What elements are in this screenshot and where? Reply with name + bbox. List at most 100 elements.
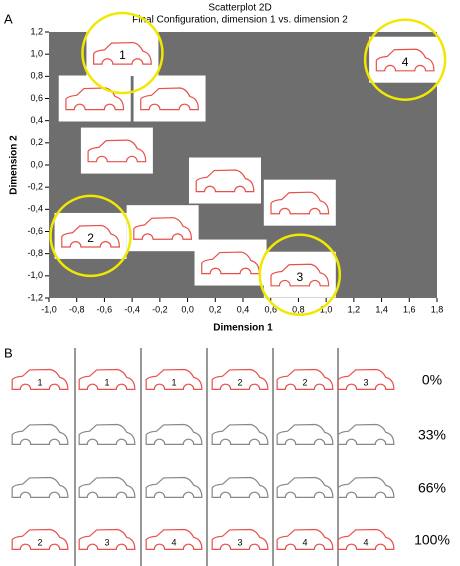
car-point <box>126 205 199 252</box>
car-number: 2 <box>302 377 307 387</box>
y-tick-label: -0,2 <box>27 182 43 192</box>
chart-subtitle: Final Configuration, dimension 1 vs. dim… <box>132 15 348 26</box>
y-tick-label: 1,0 <box>30 49 43 59</box>
x-tick-label: 1,0 <box>320 304 333 314</box>
highlight-circle <box>363 18 447 101</box>
x-tick-label: 0,4 <box>237 304 250 314</box>
car-outline <box>270 191 330 215</box>
car-outline <box>78 423 136 445</box>
car-point: 1 <box>86 30 159 77</box>
car-outline <box>211 423 269 445</box>
car-outline <box>211 368 269 390</box>
car-point <box>188 157 261 204</box>
car-outline <box>195 169 255 193</box>
point-label: 1 <box>119 48 126 62</box>
x-tick-label: -0,6 <box>97 304 113 314</box>
point-label: 4 <box>402 55 409 69</box>
car-number: 3 <box>104 537 109 547</box>
car-outline <box>93 41 152 65</box>
car-outline <box>145 528 203 550</box>
x-tick-label: 1,8 <box>431 304 444 314</box>
y-tick-label: -0,4 <box>27 204 43 214</box>
chart-title: Scatterplot 2D <box>208 3 271 14</box>
car-outline <box>375 48 435 72</box>
car-point <box>263 179 336 226</box>
car-number: 2 <box>237 377 242 387</box>
car-outline <box>270 263 330 287</box>
car-outline <box>11 528 69 550</box>
y-tick-label: 0,2 <box>30 137 43 147</box>
car-outline <box>61 224 120 248</box>
row-label: 33% <box>418 427 446 443</box>
car-outline <box>145 423 203 445</box>
car-outline <box>87 139 147 163</box>
x-tick-label: 0,6 <box>264 304 277 314</box>
row-label: 66% <box>418 480 446 496</box>
y-tick-label: 1,2 <box>30 26 43 36</box>
car-outline <box>276 423 334 445</box>
car-outline <box>337 368 395 390</box>
car-outline <box>11 476 69 498</box>
y-tick-label: 0,4 <box>30 115 43 125</box>
car-point <box>194 239 267 286</box>
car-point <box>133 75 206 122</box>
y-tick-label: 0,6 <box>30 93 43 103</box>
x-tick-label: 1,4 <box>375 304 388 314</box>
point-label: 3 <box>296 270 303 284</box>
car-number: 4 <box>363 537 368 547</box>
car-outline <box>145 476 203 498</box>
car-outline <box>337 476 395 498</box>
car-number: 4 <box>171 537 176 547</box>
panel-label: A <box>4 11 13 26</box>
y-tick-label: 0,8 <box>30 71 43 81</box>
y-tick-label: -1,0 <box>27 270 43 280</box>
highlight-circle <box>49 194 132 278</box>
car-outline <box>78 368 136 390</box>
car-number: 1 <box>37 377 42 387</box>
row-label: 0% <box>422 372 442 388</box>
car-outline <box>276 528 334 550</box>
car-outline <box>78 476 136 498</box>
car-number: 1 <box>104 377 109 387</box>
car-outline <box>11 423 69 445</box>
x-tick-label: 1,2 <box>348 304 361 314</box>
x-tick-label: -0,8 <box>69 304 85 314</box>
car-number: 2 <box>37 537 42 547</box>
car-outline <box>276 368 334 390</box>
y-tick-label: -0,6 <box>27 226 43 236</box>
car-outline <box>65 87 125 111</box>
car-point: 2 <box>54 212 127 259</box>
highlight-circle <box>258 233 342 316</box>
car-outline <box>337 423 395 445</box>
x-tick-label: 0,2 <box>209 304 222 314</box>
car-outline <box>140 87 199 111</box>
y-tick-label: -0,8 <box>27 248 43 258</box>
y-axis-label: Dimension 2 <box>9 135 20 195</box>
car-outline <box>11 368 69 390</box>
x-tick-label: 0,8 <box>292 304 305 314</box>
x-tick-label: -0,4 <box>124 304 140 314</box>
y-tick-label: 0,0 <box>30 159 43 169</box>
car-point <box>80 127 153 174</box>
x-tick-label: -1,0 <box>41 304 57 314</box>
car-point: 3 <box>263 251 336 298</box>
car-point: 4 <box>369 36 442 83</box>
x-axis-label: Dimension 1 <box>213 323 273 334</box>
car-outline <box>201 251 260 275</box>
car-number: 1 <box>171 377 176 387</box>
panel-label: B <box>4 345 13 360</box>
car-outline <box>133 217 193 240</box>
car-outline <box>211 476 269 498</box>
car-outline <box>145 368 203 390</box>
highlight-circle <box>81 11 164 95</box>
car-outline <box>337 528 395 550</box>
x-tick-label: 0,0 <box>181 304 194 314</box>
point-label: 2 <box>87 231 94 245</box>
car-number: 3 <box>363 377 368 387</box>
car-number: 3 <box>237 537 242 547</box>
x-tick-label: 1,6 <box>403 304 416 314</box>
car-outline <box>78 528 136 550</box>
car-outline <box>211 528 269 550</box>
car-outline <box>276 476 334 498</box>
